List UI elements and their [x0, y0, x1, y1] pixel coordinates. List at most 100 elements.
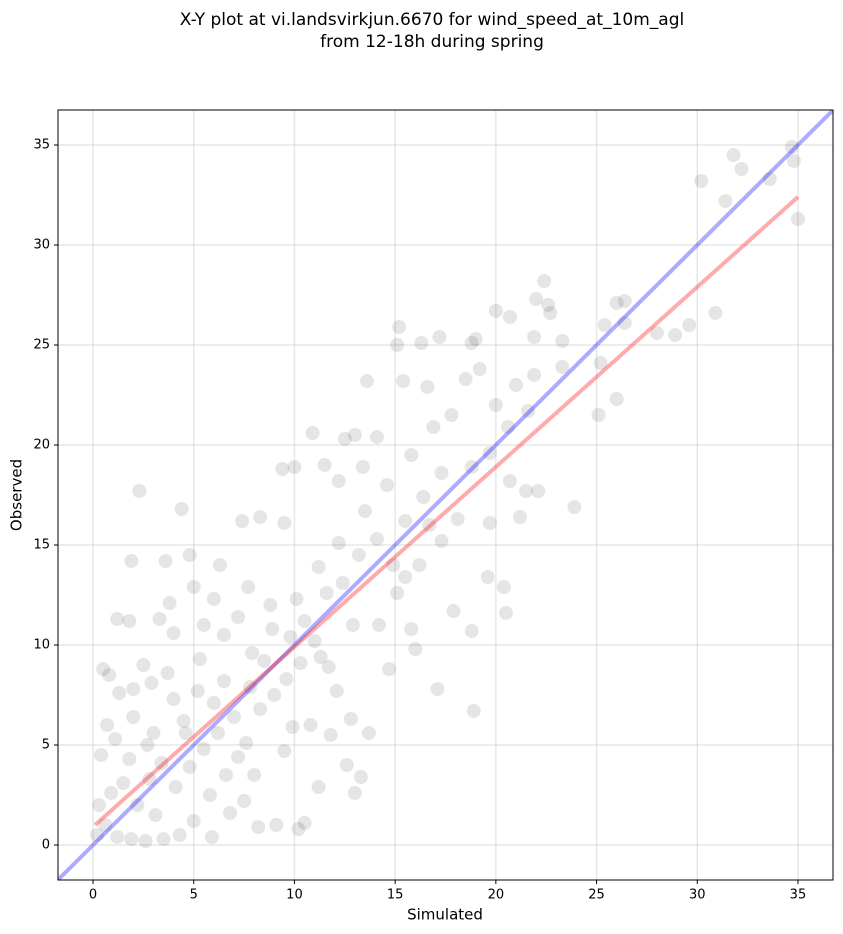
x-tick-label: 10 — [286, 888, 303, 903]
scatter-point — [251, 820, 266, 834]
scatter-point — [275, 462, 290, 476]
scatter-point — [694, 174, 709, 188]
scatter-point — [537, 274, 552, 288]
scatter-point — [174, 502, 189, 516]
scatter-point — [343, 712, 358, 726]
scatter-point — [96, 662, 111, 676]
scatter-point — [186, 814, 201, 828]
scatter-point — [231, 750, 246, 764]
scatter-point — [110, 612, 125, 626]
scatter-point — [496, 580, 511, 594]
chart-title: X-Y plot at vi.landsvirkjun.6670 for win… — [180, 10, 684, 30]
scatter-point — [527, 368, 542, 382]
scatter-point — [464, 336, 479, 350]
scatter-point — [154, 756, 169, 770]
scatter-point — [124, 554, 139, 568]
scatter-point — [386, 558, 401, 572]
scatter-point — [543, 306, 558, 320]
scatter-point — [361, 726, 376, 740]
scatter-point — [609, 296, 624, 310]
scatter-point — [404, 622, 419, 636]
scatter-point — [426, 420, 441, 434]
ticks: 0 5 10 15 20 25 30 35 0 5 10 15 20 25 30 35 — [33, 138, 806, 903]
scatter-point — [323, 728, 338, 742]
scatter-point — [464, 460, 479, 474]
scatter-point — [347, 428, 362, 442]
scatter-point — [94, 748, 109, 762]
scatter-point — [210, 726, 225, 740]
scatter-point — [98, 818, 113, 832]
scatter-point — [257, 654, 272, 668]
scatter-point — [241, 580, 256, 594]
scatter-point — [355, 460, 370, 474]
scatter-point — [190, 684, 205, 698]
scatter-point — [541, 298, 556, 312]
fit-line — [93, 195, 800, 827]
scatter-point — [357, 504, 372, 518]
scatter-point — [283, 630, 298, 644]
scatter-point — [178, 726, 193, 740]
scatter-point — [291, 822, 306, 836]
scatter-point — [786, 154, 801, 168]
scatter-point — [108, 732, 123, 746]
scatter-point — [243, 680, 258, 694]
scatter-point — [617, 294, 632, 308]
scatter-point — [166, 692, 181, 706]
scatter-point — [142, 772, 157, 786]
scatter-point — [247, 768, 262, 782]
scatter-point — [206, 696, 221, 710]
axes-frame — [57, 109, 834, 881]
scatter-point — [116, 776, 131, 790]
scatter-point — [168, 780, 183, 794]
scatter-point — [380, 478, 395, 492]
scatter-point — [267, 688, 282, 702]
scatter-point — [668, 328, 683, 342]
scatter-point — [351, 548, 366, 562]
chart-subtitle: from 12-18h during spring — [320, 32, 544, 52]
y-tick-label: 10 — [33, 638, 50, 653]
scatter-point — [293, 656, 308, 670]
scatter-point — [502, 474, 517, 488]
scatter-point — [404, 448, 419, 462]
scatter-point — [444, 408, 459, 422]
scatter-point — [122, 614, 137, 628]
scatter-point — [182, 760, 197, 774]
scatter-point — [92, 798, 107, 812]
scatter-point — [390, 338, 405, 352]
scatter-point — [370, 532, 385, 546]
scatter-point — [555, 334, 570, 348]
scatter-point — [482, 446, 497, 460]
y-tick-label: 0 — [42, 838, 50, 853]
scatter-point — [192, 652, 207, 666]
scatter-point — [321, 660, 336, 674]
scatter-point — [172, 828, 187, 842]
scatter-point — [597, 318, 612, 332]
y-tick-label: 35 — [33, 138, 50, 153]
scatter-point — [482, 516, 497, 530]
scatter-point — [488, 304, 503, 318]
scatter-point — [136, 658, 151, 672]
y-axis-label: Observed — [8, 459, 26, 531]
scatter-point — [102, 668, 117, 682]
scatter-point — [521, 404, 536, 418]
x-tick-label: 5 — [190, 888, 198, 903]
y-tick-label: 25 — [33, 338, 50, 353]
scatter-point — [337, 432, 352, 446]
x-tick-label: 20 — [488, 888, 505, 903]
scatter-point — [176, 714, 191, 728]
scatter-point — [112, 686, 127, 700]
scatter-point — [186, 580, 201, 594]
scatter-point — [472, 362, 487, 376]
scatter-point — [567, 500, 582, 514]
scatter-point — [196, 742, 211, 756]
scatter-point — [158, 554, 173, 568]
scatter-point — [218, 768, 233, 782]
scatter-point — [790, 212, 805, 226]
scatter-point — [414, 336, 429, 350]
scatter-point — [222, 806, 237, 820]
scatter-point — [122, 752, 137, 766]
scatter-point — [305, 426, 320, 440]
scatter-point — [508, 378, 523, 392]
scatter-point — [359, 374, 374, 388]
